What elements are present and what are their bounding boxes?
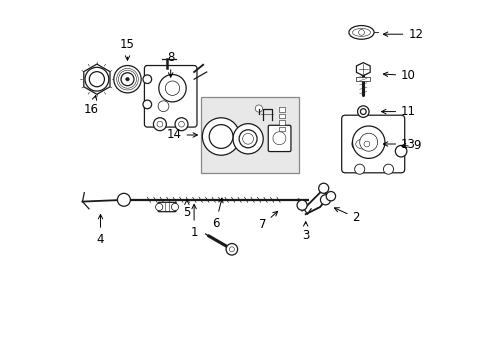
FancyBboxPatch shape [144, 66, 197, 127]
Bar [355, 77, 370, 81]
Circle shape [121, 73, 134, 86]
Circle shape [155, 203, 163, 211]
Bar [201, 97, 298, 173]
Circle shape [318, 183, 328, 193]
Bar [278, 107, 285, 112]
Text: 10: 10 [383, 69, 415, 82]
Circle shape [225, 243, 237, 255]
Bar [278, 120, 285, 125]
Text: 13: 13 [383, 138, 415, 150]
FancyBboxPatch shape [341, 115, 404, 173]
Circle shape [89, 72, 104, 87]
Text: 5: 5 [183, 200, 190, 219]
Circle shape [232, 123, 263, 154]
Circle shape [357, 106, 368, 117]
Polygon shape [356, 63, 369, 76]
Polygon shape [83, 64, 110, 94]
Text: 4: 4 [97, 215, 104, 246]
Text: 7: 7 [258, 211, 277, 231]
Circle shape [85, 67, 108, 91]
Circle shape [175, 118, 187, 131]
Circle shape [325, 192, 335, 201]
Circle shape [153, 118, 166, 131]
Circle shape [354, 164, 364, 174]
Circle shape [157, 121, 163, 127]
Ellipse shape [348, 26, 373, 39]
Text: 1: 1 [190, 204, 198, 239]
Circle shape [158, 101, 168, 112]
Circle shape [359, 133, 377, 151]
Circle shape [142, 75, 151, 84]
Text: 9: 9 [401, 139, 420, 152]
Text: 12: 12 [383, 28, 423, 41]
Circle shape [383, 164, 393, 174]
Text: 8: 8 [167, 51, 174, 77]
Circle shape [360, 109, 366, 114]
Text: 11: 11 [381, 105, 415, 118]
FancyBboxPatch shape [268, 125, 290, 152]
Circle shape [125, 77, 129, 81]
Circle shape [296, 200, 306, 210]
Circle shape [117, 193, 130, 206]
Circle shape [229, 247, 234, 252]
Circle shape [171, 203, 178, 211]
Text: 16: 16 [84, 95, 99, 116]
Bar [278, 114, 285, 118]
Circle shape [114, 66, 141, 93]
Circle shape [178, 121, 184, 127]
Circle shape [358, 30, 364, 35]
Text: 14: 14 [166, 129, 197, 141]
Circle shape [142, 100, 151, 109]
Circle shape [209, 125, 232, 148]
FancyBboxPatch shape [158, 202, 176, 212]
Text: 6: 6 [211, 198, 223, 230]
Text: 2: 2 [334, 208, 359, 224]
Ellipse shape [363, 141, 369, 147]
Bar [278, 127, 285, 131]
Circle shape [165, 81, 179, 95]
Text: 3: 3 [302, 222, 309, 242]
Circle shape [242, 133, 253, 144]
Circle shape [239, 130, 257, 148]
Text: 15: 15 [120, 39, 135, 60]
Circle shape [202, 118, 239, 155]
Circle shape [272, 132, 285, 145]
Circle shape [352, 126, 384, 158]
Circle shape [159, 75, 186, 102]
Ellipse shape [351, 136, 374, 152]
Circle shape [320, 195, 330, 205]
Circle shape [394, 145, 406, 157]
Circle shape [255, 105, 262, 112]
